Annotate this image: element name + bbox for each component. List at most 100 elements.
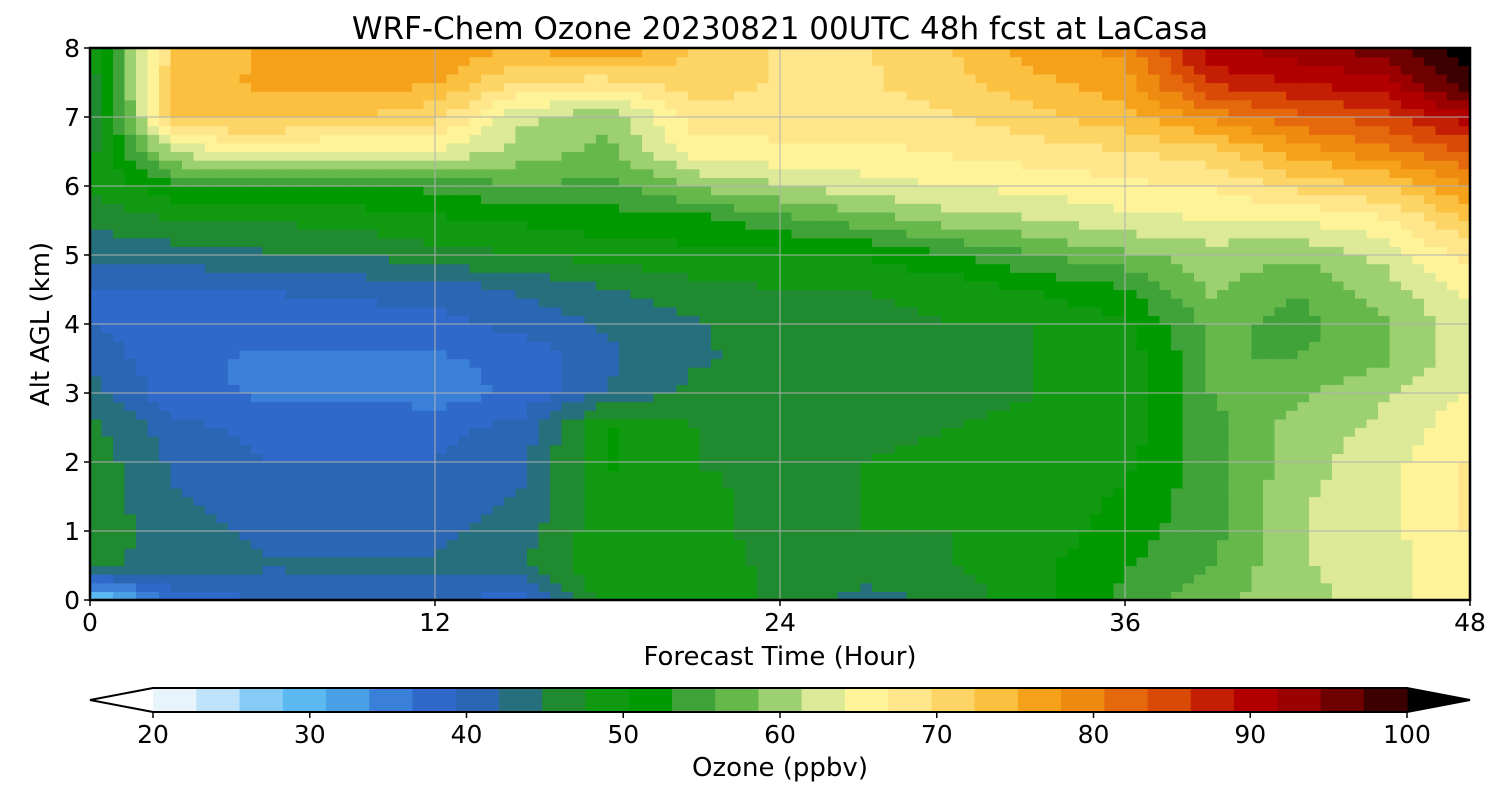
heatmap-cell — [274, 298, 287, 308]
heatmap-cell — [814, 367, 827, 377]
heatmap-cell — [676, 531, 689, 541]
heatmap-cell — [1113, 384, 1126, 394]
heatmap-cell — [481, 513, 494, 523]
heatmap-cell — [780, 505, 793, 515]
heatmap-cell — [1458, 289, 1471, 299]
heatmap-cell — [1171, 427, 1184, 437]
heatmap-cell — [101, 496, 114, 506]
heatmap-cell — [412, 513, 425, 523]
heatmap-cell — [205, 315, 218, 325]
heatmap-cell — [941, 315, 954, 325]
heatmap-cell — [101, 574, 114, 584]
heatmap-cell — [147, 565, 160, 575]
heatmap-cell — [515, 462, 528, 472]
heatmap-cell — [1435, 453, 1448, 463]
heatmap-cell — [1240, 531, 1253, 541]
heatmap-cell — [170, 565, 183, 575]
heatmap-cell — [837, 487, 850, 498]
heatmap-cell — [1136, 539, 1149, 549]
heatmap-cell — [1435, 375, 1448, 385]
heatmap-cell — [159, 280, 172, 291]
heatmap-cell — [274, 496, 287, 506]
heatmap-cell — [1102, 410, 1115, 420]
heatmap-cell — [504, 565, 517, 575]
heatmap-cell — [377, 427, 390, 437]
heatmap-cell — [228, 410, 241, 420]
heatmap-cell — [1274, 349, 1287, 360]
heatmap-cell — [216, 444, 229, 454]
heatmap-cell — [251, 393, 264, 403]
heatmap-cell — [1389, 332, 1402, 342]
heatmap-cell — [1274, 384, 1287, 394]
heatmap-cell — [239, 591, 252, 601]
heatmap-cell — [515, 384, 528, 394]
heatmap-cell — [745, 255, 758, 265]
heatmap-cell — [837, 462, 850, 472]
heatmap-cell — [1274, 255, 1287, 265]
heatmap-cell — [1389, 453, 1402, 463]
heatmap-cell — [711, 591, 724, 601]
heatmap-cell — [561, 479, 574, 489]
heatmap-cell — [90, 436, 103, 446]
heatmap-cell — [860, 375, 873, 385]
heatmap-cell — [906, 565, 919, 575]
heatmap-cell — [1332, 444, 1345, 454]
heatmap-cell — [1263, 436, 1276, 446]
heatmap-cell — [745, 306, 758, 316]
heatmap-cell — [354, 272, 367, 282]
heatmap-cell — [182, 418, 195, 429]
heatmap-cell — [423, 324, 436, 334]
heatmap-cell — [1228, 324, 1241, 334]
heatmap-cell — [676, 591, 689, 601]
heatmap-cell — [975, 582, 988, 592]
heatmap-cell — [630, 324, 643, 334]
heatmap-cell — [745, 324, 758, 334]
heatmap-cell — [814, 470, 827, 480]
heatmap-cell — [262, 574, 275, 584]
heatmap-cell — [987, 505, 1000, 515]
heatmap-cell — [159, 410, 172, 420]
heatmap-cell — [895, 470, 908, 480]
heatmap-cell — [343, 548, 356, 558]
heatmap-cell — [377, 393, 390, 403]
heatmap-cell — [952, 306, 965, 316]
heatmap-cell — [596, 332, 609, 342]
heatmap-cell — [412, 410, 425, 420]
heatmap-cell — [653, 298, 666, 308]
heatmap-cell — [274, 349, 287, 360]
heatmap-cell — [193, 255, 206, 265]
heatmap-cell — [607, 556, 620, 567]
heatmap-cell — [619, 548, 632, 558]
heatmap-cell — [113, 272, 126, 282]
heatmap-cell — [1228, 306, 1241, 316]
heatmap-cell — [1079, 401, 1092, 411]
heatmap-cell — [1274, 522, 1287, 532]
heatmap-cell — [297, 427, 310, 437]
heatmap-cell — [1263, 255, 1276, 265]
heatmap-cell — [515, 436, 528, 446]
heatmap-cell — [308, 505, 321, 515]
heatmap-cell — [826, 513, 839, 523]
heatmap-cell — [1090, 246, 1103, 256]
heatmap-cell — [239, 487, 252, 498]
heatmap-cell — [1309, 272, 1322, 282]
heatmap-cell — [538, 410, 551, 420]
heatmap-cell — [1194, 401, 1207, 411]
heatmap-cell — [860, 453, 873, 463]
heatmap-cell — [446, 470, 459, 480]
heatmap-cell — [1205, 375, 1218, 385]
heatmap-cell — [550, 375, 563, 385]
heatmap-cell — [1286, 522, 1299, 532]
heatmap-cell — [688, 255, 701, 265]
heatmap-cell — [584, 280, 597, 291]
heatmap-cell — [1056, 375, 1069, 385]
heatmap-cell — [297, 401, 310, 411]
heatmap-cell — [1458, 315, 1471, 325]
heatmap-cell — [837, 410, 850, 420]
heatmap-cell — [561, 539, 574, 549]
heatmap-cell — [492, 246, 505, 256]
heatmap-cell — [366, 255, 379, 265]
heatmap-cell — [1217, 436, 1230, 446]
heatmap-cell — [1021, 522, 1034, 532]
heatmap-cell — [619, 306, 632, 316]
